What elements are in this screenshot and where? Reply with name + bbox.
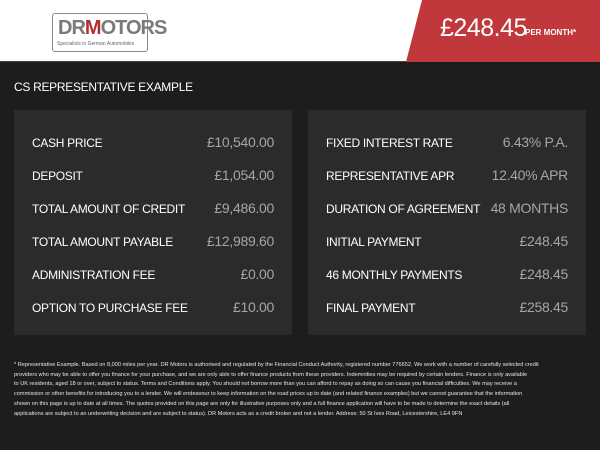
row-value: 6.43% P.A. [502, 134, 569, 150]
row-value: £1,054.00 [214, 167, 274, 183]
footnote-line: applications are subject to an underwrit… [14, 410, 463, 417]
finance-row: 46 MONTHLY PAYMENTS £248.45 [326, 266, 568, 284]
footnote-line: shown on this page is up to date at all … [14, 400, 510, 407]
row-value: £258.45 [519, 299, 568, 315]
monthly-price: £248.45 [440, 14, 527, 42]
row-label: TOTAL AMOUNT PAYABLE [32, 235, 173, 249]
row-label: 46 MONTHLY PAYMENTS [326, 268, 463, 282]
row-value: £10.00 [232, 299, 274, 315]
row-value: £10,540.00 [206, 134, 274, 150]
row-label: FINAL PAYMENT [326, 301, 416, 315]
row-value: £248.45 [519, 233, 568, 249]
right-finance-panel: FIXED INTEREST RATE 6.43% P.A. REPRESENTAT… [308, 110, 586, 335]
footnote-line: * Representative Example. Based on 8,000… [14, 362, 539, 368]
section-title: CS REPRESENTATIVE EXAMPLE [14, 80, 193, 94]
logo-tagline: Specialists in German Automobiles [57, 41, 135, 47]
finance-row: FINAL PAYMENT £258.45 [326, 299, 568, 317]
dr-motors-logo[interactable]: DRMOTORS Specialists in German Automobil… [52, 13, 167, 52]
finance-row: OPTION TO PURCHASE FEE £10.00 [32, 299, 274, 317]
finance-row: INITIAL PAYMENT £248.45 [326, 233, 568, 251]
row-label: DURATION OF AGREEMENT [326, 202, 481, 216]
row-label: REPRESENTATIVE APR [326, 169, 455, 183]
monthly-price-banner: £248.45 PER MONTH* [406, 0, 600, 62]
footnote-line: providers who may be able to offer you f… [14, 371, 528, 378]
row-label: FIXED INTEREST RATE [326, 136, 453, 150]
header: DRMOTORS Specialists in German Automobil… [0, 0, 600, 62]
left-finance-panel: CASH PRICE £10,540.00 DEPOSIT £1,054.00 TOTA… [14, 110, 292, 335]
row-value: £12,989.60 [206, 233, 274, 249]
row-value: 12.40% APR [491, 167, 569, 183]
finance-row: REPRESENTATIVE APR 12.40% APR [326, 167, 569, 185]
row-label: TOTAL AMOUNT OF CREDIT [32, 202, 185, 216]
finance-row: TOTAL AMOUNT OF CREDIT £9,486.00 [32, 200, 274, 218]
finance-row: ADMINISTRATION FEE £0.00 [32, 266, 274, 284]
finance-row: DURATION OF AGREEMENT 48 MONTHS [326, 200, 569, 218]
footnote-line: to UK residents, aged 18 or over, subjec… [14, 381, 517, 388]
footnote-line: commission or other benefits for introdu… [14, 391, 523, 398]
row-label: OPTION TO PURCHASE FEE [32, 301, 188, 315]
row-value: £248.45 [519, 266, 568, 282]
finance-row: DEPOSIT £1,054.00 [32, 167, 274, 185]
finance-row: CASH PRICE £10,540.00 [32, 134, 274, 152]
finance-row: FIXED INTEREST RATE 6.43% P.A. [326, 134, 569, 152]
footnote: * Representative Example. Based on 8,000… [14, 361, 590, 419]
finance-row: TOTAL AMOUNT PAYABLE £12,989.60 [32, 233, 274, 251]
per-month-label: PER MONTH* [525, 28, 577, 37]
row-label: DEPOSIT [32, 169, 83, 183]
row-value: £0.00 [240, 266, 274, 282]
row-label: INITIAL PAYMENT [326, 235, 422, 249]
row-label: ADMINISTRATION FEE [32, 268, 156, 282]
row-value: 48 MONTHS [490, 200, 569, 216]
row-label: CASH PRICE [32, 136, 103, 150]
row-value: £9,486.00 [214, 200, 274, 216]
